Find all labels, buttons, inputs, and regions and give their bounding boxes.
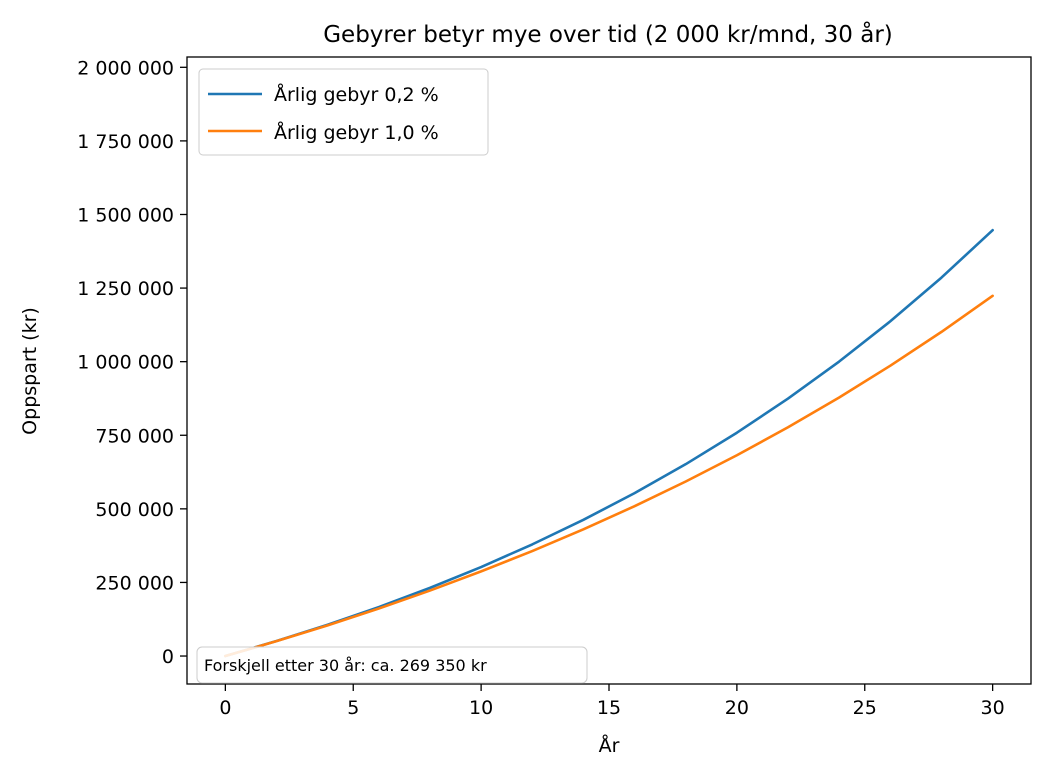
x-tick-label: 10 xyxy=(469,697,493,719)
y-axis-label: Oppspart (kr) xyxy=(19,307,41,435)
chart-title: Gebyrer betyr mye over tid (2 000 kr/mnd… xyxy=(323,20,893,48)
y-axis: 0 250 000 500 000 750 000 1 000 000 1 250 000… xyxy=(77,57,187,668)
y-tick-label: 1 250 000 xyxy=(77,278,174,300)
x-tick-label: 20 xyxy=(725,697,749,719)
y-tick-label: 750 000 xyxy=(95,425,174,447)
annotation-box xyxy=(196,646,588,684)
x-tick-label: 5 xyxy=(347,697,359,719)
series-layer xyxy=(224,228,994,658)
x-tick-label: 25 xyxy=(853,697,877,719)
annotation: Forskjell etter 30 år: ca. 269 350 kr xyxy=(196,646,588,684)
y-tick-label: 1 500 000 xyxy=(77,204,174,226)
x-axis: 0 5 10 15 20 25 30 xyxy=(219,684,1005,719)
series-line-2 xyxy=(224,294,994,658)
x-tick-label: 0 xyxy=(219,697,231,719)
legend: Årlig gebyr 0,2 % Årlig gebyr 1,0 % xyxy=(198,68,489,156)
legend-label-series-2: Årlig gebyr 1,0 % xyxy=(274,121,439,144)
annotation-text: Forskjell etter 30 år: ca. 269 350 kr xyxy=(204,656,487,675)
legend-box xyxy=(198,68,489,156)
y-tick-label: 1 000 000 xyxy=(77,352,174,374)
x-axis-label: År xyxy=(599,734,620,757)
x-tick-label: 30 xyxy=(981,697,1005,719)
x-tick-label: 15 xyxy=(597,697,621,719)
legend-label-series-1: Årlig gebyr 0,2 % xyxy=(274,83,439,106)
y-tick-label: 250 000 xyxy=(95,572,174,594)
y-tick-label: 0 xyxy=(162,646,174,668)
y-tick-label: 2 000 000 xyxy=(77,57,174,79)
y-tick-label: 1 750 000 xyxy=(77,131,174,153)
y-tick-label: 500 000 xyxy=(95,499,174,521)
